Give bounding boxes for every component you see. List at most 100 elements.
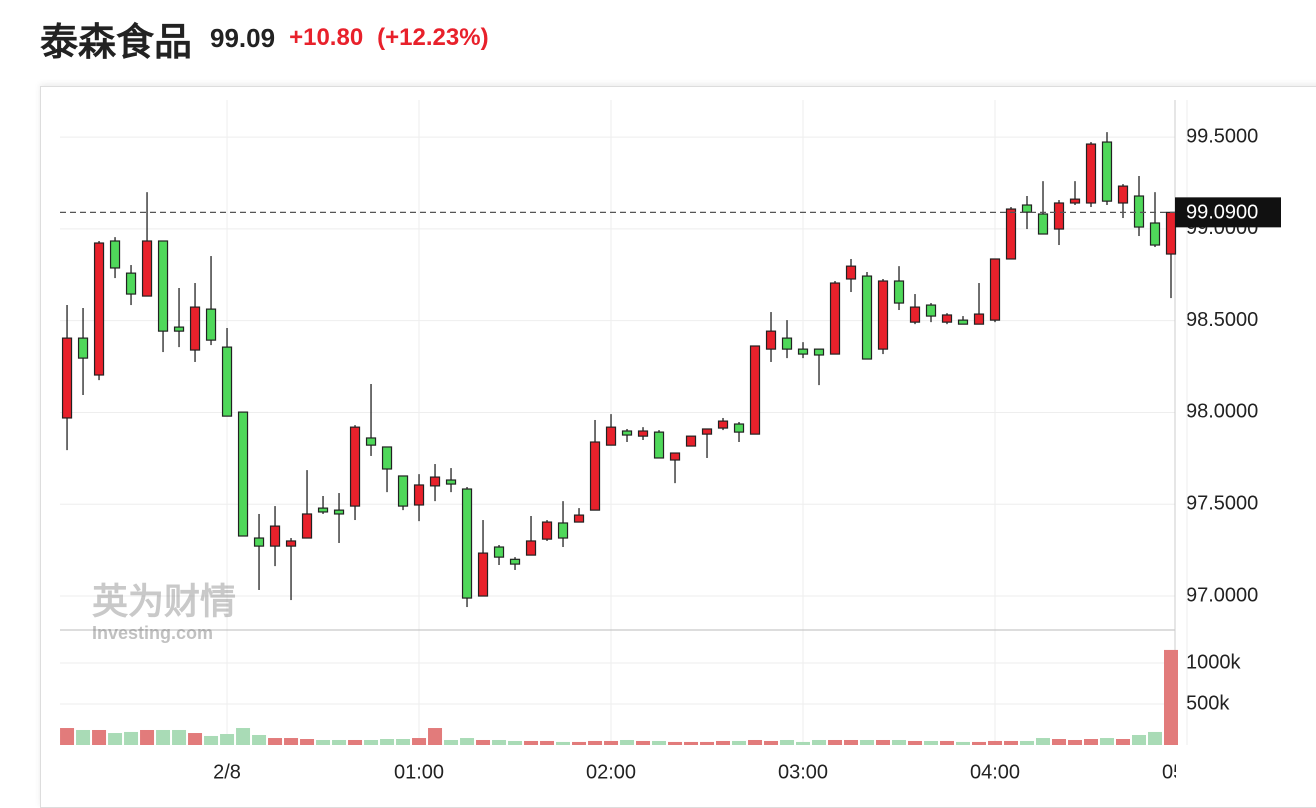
volume-bar xyxy=(412,738,427,745)
volume-bar xyxy=(316,739,331,745)
volume-bar xyxy=(700,741,715,745)
candle-body xyxy=(621,430,633,436)
price: 99.09 xyxy=(210,22,276,53)
x-tick-label: 01:00 xyxy=(394,761,444,783)
volume-bar xyxy=(476,739,491,745)
volume-bar xyxy=(172,729,187,745)
candle-body xyxy=(461,488,473,599)
volume-bar xyxy=(604,740,619,745)
volume-bar xyxy=(780,739,795,745)
volume-bar xyxy=(652,740,667,745)
watermark-en: Investing.com xyxy=(92,623,213,643)
x-axis: 2/8 01:00 02:00 03:00 04:00 05:00 xyxy=(213,761,1176,783)
candle-body xyxy=(237,411,249,537)
volume-bar xyxy=(348,739,363,745)
candle-body xyxy=(189,306,201,351)
candle-body xyxy=(61,337,73,419)
candle-body xyxy=(221,346,233,417)
volume-bar xyxy=(188,733,203,745)
volume-bar xyxy=(364,739,379,745)
candle-body xyxy=(301,513,313,539)
y-tick-label: 98.0000 xyxy=(1186,401,1258,423)
candle-body xyxy=(541,521,553,540)
volume-bar xyxy=(124,731,139,745)
volume-bar xyxy=(972,741,987,745)
candle-body xyxy=(285,540,297,547)
candle-body xyxy=(1149,222,1161,246)
volume-bar xyxy=(556,741,571,745)
x-tick-label: 04:00 xyxy=(970,761,1020,783)
candle-body xyxy=(77,337,89,359)
candle-body xyxy=(941,314,953,323)
volume-bar xyxy=(156,729,171,745)
volume-bar xyxy=(204,735,219,745)
candle-body xyxy=(637,430,649,437)
volume-tick-label: 1000k xyxy=(1186,651,1241,673)
candle-body xyxy=(877,280,889,350)
candle-body xyxy=(141,240,153,297)
volume-bar xyxy=(908,740,923,745)
change-pct: (+12.23%) xyxy=(377,24,489,51)
candle-body xyxy=(493,546,505,558)
y-tick-label: 99.5000 xyxy=(1186,125,1258,147)
volume-bar xyxy=(540,740,555,745)
last-price-box xyxy=(1175,197,1281,228)
candle-body xyxy=(397,475,409,507)
volume-bar xyxy=(140,729,155,745)
candle-body xyxy=(1069,198,1081,204)
volume-tick-label: 500k xyxy=(1186,692,1230,714)
candle-body xyxy=(349,426,361,507)
candle-body xyxy=(109,240,121,269)
candle-body xyxy=(253,537,265,547)
volume-bar xyxy=(444,739,459,745)
header: 泰森食品 99.09 +10.80 (+12.23%) xyxy=(40,8,489,68)
volume-bar xyxy=(1084,739,1099,745)
volume-bar xyxy=(956,741,971,745)
y-tick-label: 97.0000 xyxy=(1186,584,1258,606)
volume-bar xyxy=(892,739,907,745)
volume-bar xyxy=(668,741,683,745)
volume-bar xyxy=(332,739,347,745)
volume-bar xyxy=(108,733,123,745)
candle-body xyxy=(445,479,457,485)
volume-bar xyxy=(636,740,651,745)
candle-body xyxy=(957,319,969,325)
volume-bar xyxy=(1004,740,1019,745)
candle-body xyxy=(429,476,441,487)
volume-bar xyxy=(716,740,731,745)
volume-bar xyxy=(620,739,635,745)
grid: 97.000097.500098.000098.500099.000099.50… xyxy=(60,100,1258,745)
candle-body xyxy=(701,428,713,435)
candle-body xyxy=(205,308,217,341)
volume-bar xyxy=(796,741,811,745)
volume-bar xyxy=(732,740,747,745)
candle-body xyxy=(829,282,841,355)
y-tick-label: 98.5000 xyxy=(1186,309,1258,331)
candle-body xyxy=(1053,202,1065,230)
volume-bar xyxy=(1132,734,1147,745)
volume-bar xyxy=(844,739,859,745)
watermark: 英为财情 Investing.com xyxy=(92,581,236,643)
x-tick-label: 2/8 xyxy=(213,761,241,783)
marks: 99.0900 xyxy=(60,132,1281,745)
volume-bar xyxy=(284,738,299,745)
volume-bar xyxy=(860,739,875,745)
candle-body xyxy=(685,435,697,447)
volume-bar xyxy=(380,739,395,745)
candle-body xyxy=(365,437,377,446)
candle-body xyxy=(413,484,425,506)
candle-body xyxy=(861,275,873,360)
candle-body xyxy=(989,258,1001,321)
volume-bar xyxy=(396,739,411,745)
volume-bar xyxy=(924,740,939,745)
candle-body xyxy=(749,345,761,435)
candle-body xyxy=(765,330,777,350)
candle-body xyxy=(333,509,345,515)
last-price-label: 99.0900 xyxy=(1186,202,1258,224)
candle-body xyxy=(157,240,169,332)
volume-bar xyxy=(1116,739,1131,745)
candle-body xyxy=(893,280,905,304)
volume-bar xyxy=(828,739,843,745)
